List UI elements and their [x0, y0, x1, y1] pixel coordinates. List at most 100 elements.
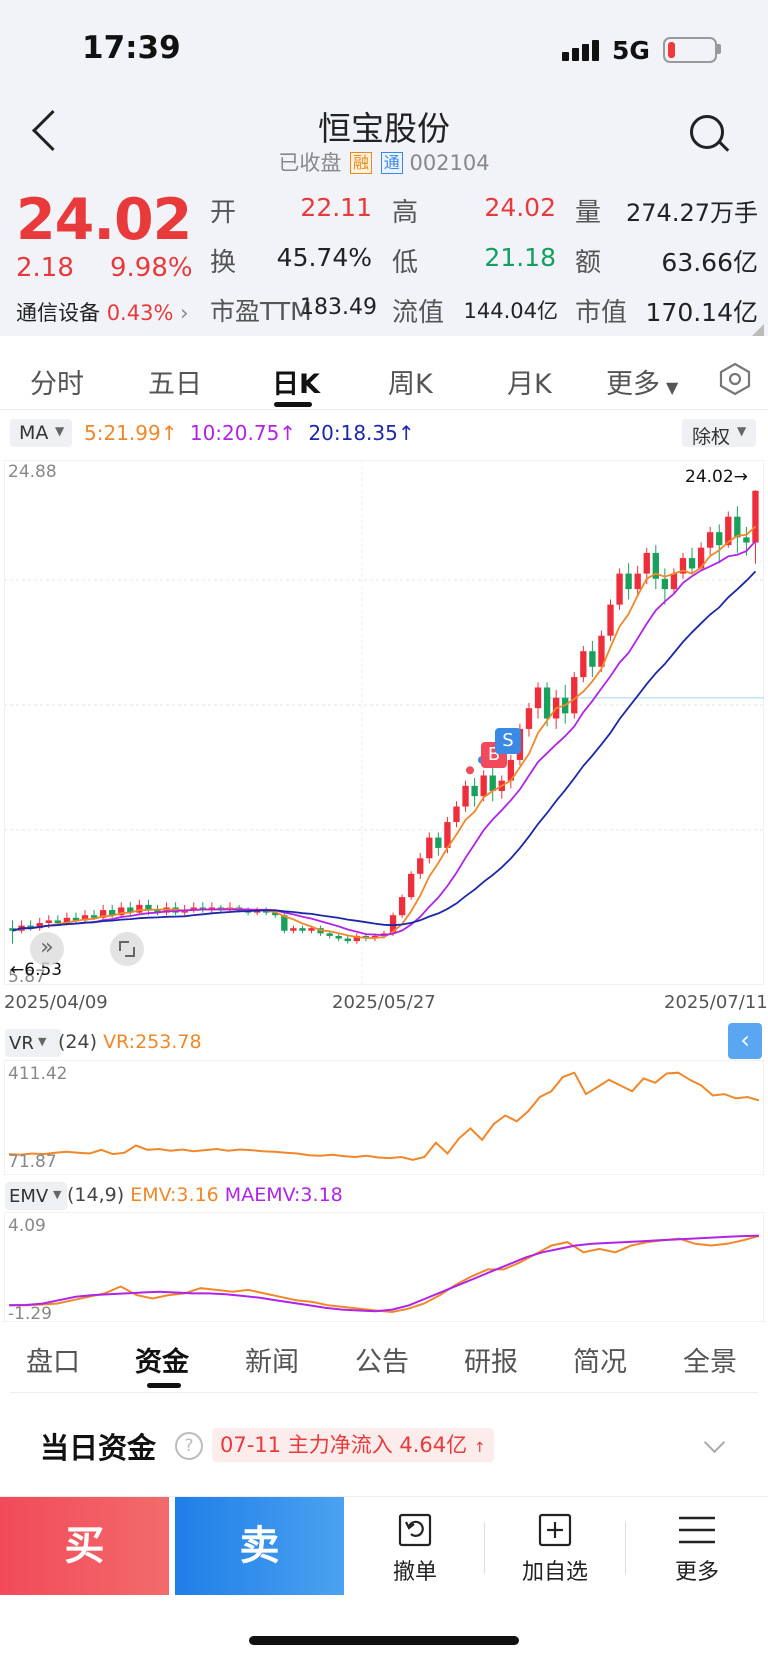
- last-price-marker: 24.02→: [685, 467, 748, 487]
- candle-body: [607, 604, 614, 636]
- cell-signal-icon: [562, 40, 602, 61]
- ma-selector[interactable]: MA ▼: [10, 419, 72, 447]
- vr-value: VR:253.78: [103, 1031, 202, 1053]
- quote-label-float-cap: 流值: [392, 298, 445, 328]
- tab-five-day[interactable]: 五日: [148, 369, 202, 400]
- candle-body: [462, 785, 469, 807]
- quote-label-volume: 量: [575, 198, 602, 228]
- connect-tag: 通: [380, 152, 403, 174]
- up-arrow-icon: ↑: [473, 1440, 486, 1456]
- candle-body: [99, 910, 107, 918]
- sector-link[interactable]: 通信设备 0.43% ›: [16, 297, 189, 327]
- battery-icon: [663, 37, 717, 63]
- candle-body: [72, 917, 80, 921]
- price-change-pct: 9.98%: [110, 253, 193, 283]
- emv-ymin: -1.29: [8, 1304, 52, 1324]
- add-watchlist-button[interactable]: 加自选: [510, 1512, 600, 1586]
- candle-body: [272, 912, 279, 916]
- tab-capital[interactable]: 资金: [135, 1347, 189, 1378]
- candle-body: [480, 775, 487, 797]
- quote-label-high: 高: [392, 198, 419, 228]
- emv-ymax: 4.09: [8, 1216, 46, 1236]
- quote-value-open: 22.11: [300, 193, 372, 222]
- help-icon[interactable]: ?: [175, 1432, 203, 1460]
- quote-label-market-cap: 市值: [575, 298, 628, 328]
- collapse-panel-button[interactable]: ‹: [728, 1023, 762, 1059]
- quote-label-amount: 额: [575, 248, 602, 278]
- candle-body: [299, 928, 306, 931]
- vr-chart[interactable]: [4, 1060, 764, 1175]
- sell-button[interactable]: 卖: [175, 1497, 344, 1595]
- tab-more[interactable]: 更多 ▼: [606, 362, 678, 401]
- vr-selector[interactable]: VR ▼: [5, 1029, 61, 1057]
- tab-news[interactable]: 新闻: [245, 1347, 299, 1378]
- tab-monthly-k[interactable]: 月K: [507, 369, 552, 400]
- tab-intraday[interactable]: 分时: [30, 369, 84, 400]
- tab-weekly-k[interactable]: 周K: [388, 369, 433, 400]
- more-button[interactable]: 更多: [652, 1512, 742, 1586]
- cancel-order-button[interactable]: 撤单: [370, 1512, 460, 1586]
- buy-button[interactable]: 买: [0, 1497, 169, 1595]
- candle-body: [525, 708, 533, 729]
- margin-tag: 融: [350, 152, 373, 174]
- chart-tabs: [0, 352, 768, 410]
- emv-selector[interactable]: EMV ▼: [5, 1182, 67, 1210]
- candle-body: [652, 552, 659, 579]
- candle-body: [281, 915, 288, 931]
- ma10-line: [12, 540, 757, 937]
- candle-body: [190, 907, 197, 911]
- kline-date-mid: 2025/05/27: [332, 992, 436, 1013]
- candle-body: [136, 904, 143, 913]
- candle-body: [109, 910, 116, 916]
- tab-daily-k[interactable]: 日K: [272, 369, 320, 400]
- tab-profile[interactable]: 简况: [573, 1347, 627, 1378]
- candle-body: [145, 904, 152, 911]
- expand-corner-icon[interactable]: [752, 324, 764, 336]
- tab-announcements[interactable]: 公告: [355, 1347, 409, 1378]
- adjust-selector[interactable]: 除权 ▼: [682, 419, 756, 448]
- candle-body: [670, 573, 678, 590]
- candle-body: [290, 928, 297, 931]
- fullscreen-icon[interactable]: [110, 932, 144, 966]
- candle-body: [453, 806, 460, 823]
- battery-tip: [717, 44, 721, 54]
- candle-body: [734, 516, 741, 538]
- network-type: 5G: [612, 36, 650, 65]
- candle-body: [571, 677, 578, 714]
- candle-body: [543, 687, 551, 719]
- tab-research[interactable]: 研报: [464, 1347, 518, 1378]
- undo-icon: [398, 1513, 432, 1547]
- sell-signal-marker[interactable]: S: [495, 728, 521, 754]
- maemv-value: MAEMV:3.18: [224, 1184, 343, 1206]
- tab-overview[interactable]: 全景: [683, 1347, 737, 1378]
- ma20-line: [12, 570, 757, 932]
- caret-down-icon: ▼: [666, 378, 679, 397]
- home-indicator[interactable]: [249, 1636, 519, 1645]
- candle-body: [154, 910, 161, 913]
- emv-legend: (14,9) EMV:3.16 MAEMV:3.18: [67, 1184, 343, 1206]
- candle-body: [634, 573, 641, 590]
- vr-selector-label: VR: [9, 1033, 34, 1054]
- candle-body: [45, 920, 52, 923]
- expand-left-icon[interactable]: »: [30, 932, 64, 966]
- quote-label-low: 低: [392, 248, 419, 278]
- emv-chart[interactable]: [4, 1212, 764, 1322]
- candle-body: [743, 537, 750, 543]
- chevron-right-icon: ›: [180, 301, 189, 325]
- tab-order-book[interactable]: 盘口: [26, 1347, 80, 1378]
- up-arrow-icon: ↑: [397, 421, 415, 445]
- active-tab-indicator: [274, 402, 312, 407]
- candle-body: [90, 915, 98, 918]
- quote-value-volume: 274.27万手: [626, 199, 758, 227]
- kline-chart[interactable]: [4, 460, 764, 985]
- candle-body: [489, 775, 496, 791]
- quote-value-amount: 63.66亿: [661, 248, 758, 277]
- quote-label-open: 开: [210, 198, 237, 228]
- candle-body: [589, 651, 596, 667]
- chevron-down-icon[interactable]: [703, 1431, 726, 1454]
- candle-body: [752, 490, 759, 543]
- net-inflow-badge: 07-11 主力净流入 4.64亿 ↑: [212, 1428, 494, 1462]
- settings-hexagon-icon[interactable]: [718, 362, 752, 396]
- more-label: 更多: [674, 1560, 719, 1585]
- search-icon[interactable]: [690, 115, 724, 149]
